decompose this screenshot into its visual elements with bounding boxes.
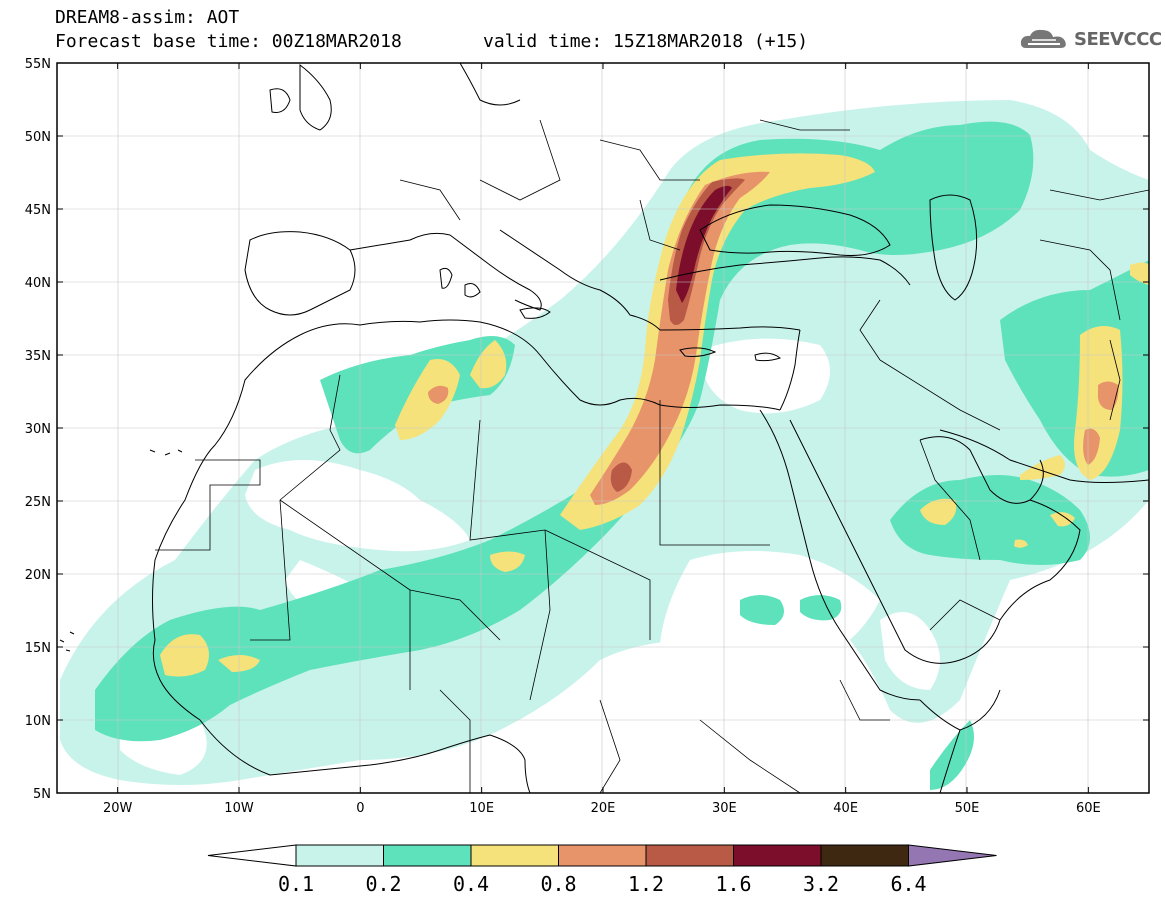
colorbar-swatch: [558, 844, 647, 867]
map-title: DREAM8-assim: AOT: [55, 7, 240, 28]
y-tick-label: 20N: [25, 568, 51, 583]
longitude-axis: 20W 10W 0 10E 20E 30E 40E 50E 60E: [103, 63, 1101, 816]
aot-level-0.8: [428, 171, 1119, 505]
x-tick-label: 30E: [712, 801, 737, 816]
y-tick-label: 50N: [25, 130, 51, 145]
y-tick-label: 35N: [25, 349, 51, 364]
latitude-axis: 5N 10N 15N 20N 25N 30N 35N 40N 45N 50N 55N: [25, 57, 1149, 802]
logo-text: SEEVCCC: [1074, 28, 1162, 50]
cloud-logo-icon: [1020, 29, 1066, 48]
y-tick-label: 25N: [25, 495, 51, 510]
x-tick-label: 20W: [103, 801, 133, 816]
colorbar-label: 1.6: [715, 872, 752, 896]
colorbar-swatch: [470, 844, 559, 867]
colorbar-swatch: [820, 844, 909, 867]
colorbar-label: 1.2: [627, 872, 665, 896]
colorbar-overflow-arrow: [908, 844, 997, 867]
aot-level-1.6: [676, 185, 732, 303]
y-tick-label: 30N: [25, 422, 51, 437]
colorbar-label: 0.4: [452, 872, 490, 896]
x-tick-label: 50E: [955, 801, 980, 816]
y-tick-label: 5N: [33, 787, 51, 802]
y-tick-label: 45N: [25, 203, 51, 218]
colorbar-label: 6.4: [890, 872, 927, 896]
valid-time: valid time: 15Z18MAR2018 (+15): [483, 31, 809, 52]
country-borders: [155, 119, 1149, 793]
forecast-base-time: Forecast base time: 00Z18MAR2018: [55, 31, 402, 52]
x-tick-label: 40E: [833, 801, 858, 816]
x-tick-label: 20E: [591, 801, 616, 816]
graticule: [57, 63, 1149, 793]
colorbar-label: 3.2: [802, 872, 840, 896]
seevccc-logo: SEEVCCC: [1018, 24, 1162, 54]
coastlines: [59, 63, 1149, 793]
colorbar-swatch: [383, 844, 472, 867]
colorbar-label: 0.8: [540, 872, 577, 896]
colorbar-label: 0.2: [365, 872, 402, 896]
y-tick-label: 15N: [25, 641, 51, 656]
x-tick-label: 0: [356, 801, 364, 816]
x-tick-label: 10E: [469, 801, 494, 816]
aot-field: [57, 63, 1149, 793]
aot-level-0.2: [95, 121, 1149, 790]
colorbar-underflow-arrow: [207, 844, 297, 867]
y-tick-label: 10N: [25, 714, 51, 729]
colorbar-label: 0.1: [277, 872, 315, 896]
colorbar-swatch: [733, 844, 822, 867]
colorbar-swatch: [295, 844, 384, 867]
x-tick-label: 60E: [1076, 801, 1101, 816]
x-tick-label: 10W: [224, 801, 254, 816]
colorbar: [207, 844, 997, 867]
y-tick-label: 40N: [25, 276, 51, 291]
y-tick-label: 55N: [25, 57, 51, 72]
colorbar-swatch: [645, 844, 734, 867]
